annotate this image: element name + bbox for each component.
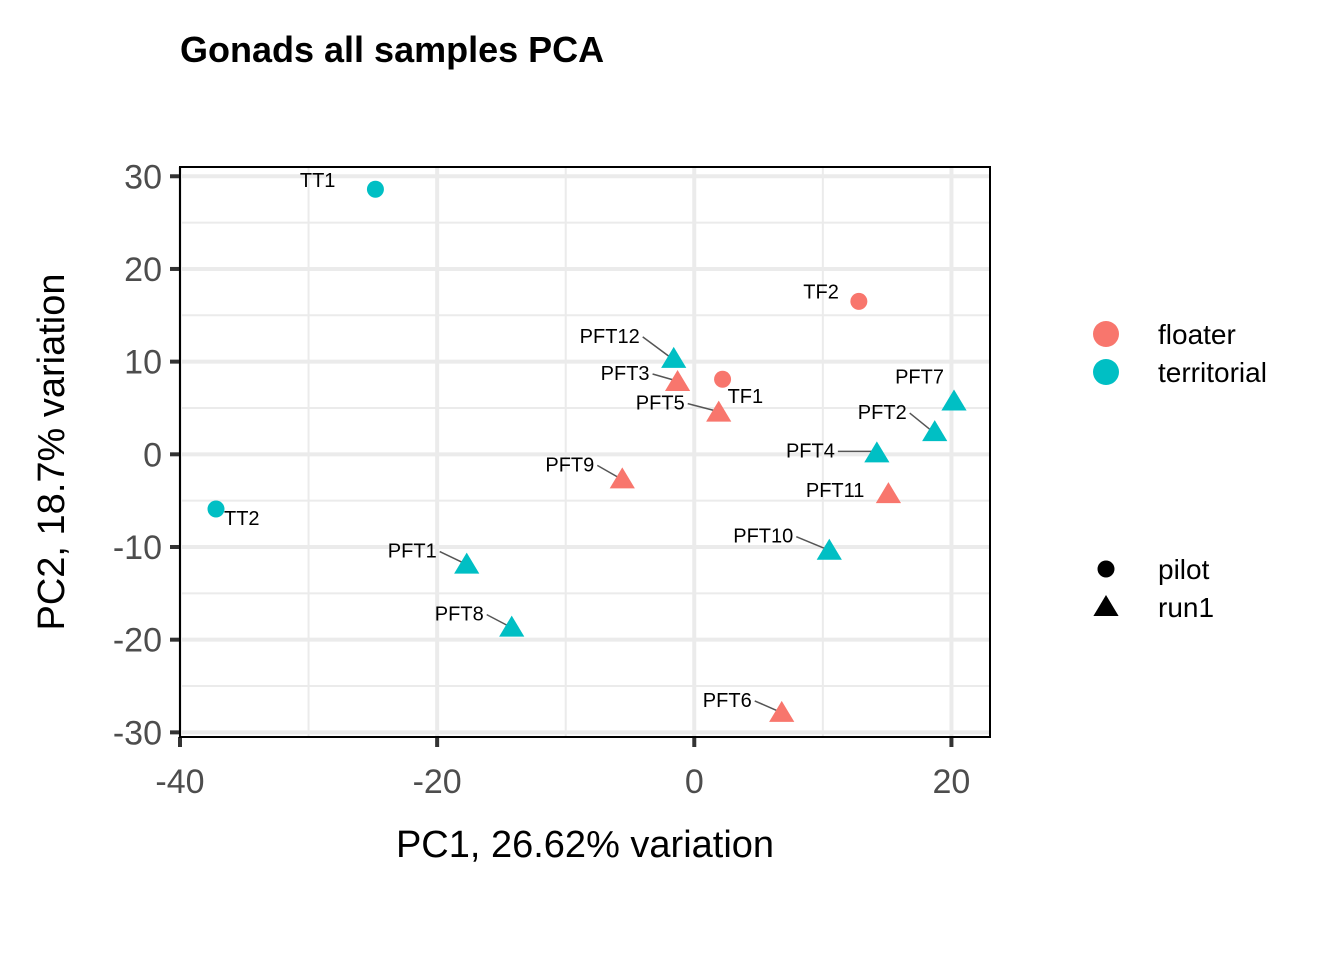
data-point-pft3 bbox=[665, 370, 690, 391]
y-tick-label: 0 bbox=[143, 436, 162, 474]
legend-label-territorial: territorial bbox=[1158, 357, 1267, 388]
label-leader-line bbox=[910, 413, 931, 430]
label-leader-line bbox=[440, 552, 463, 563]
data-point-pft6 bbox=[769, 701, 794, 722]
point-label-pft12: PFT12 bbox=[580, 326, 640, 348]
data-point-pft7 bbox=[941, 389, 966, 410]
x-tick-label: 20 bbox=[933, 763, 971, 801]
point-label-pft3: PFT3 bbox=[601, 363, 650, 385]
y-tick-label: -30 bbox=[113, 714, 162, 752]
data-point-tf1 bbox=[714, 371, 731, 388]
data-point-tt2 bbox=[208, 501, 225, 518]
y-tick-label: 10 bbox=[124, 344, 162, 382]
x-tick-label: -20 bbox=[413, 763, 462, 801]
y-tick-label: 20 bbox=[124, 251, 162, 289]
x-tick-label: 0 bbox=[685, 763, 704, 801]
legend-label-pilot: pilot bbox=[1158, 554, 1210, 585]
legend-key-floater bbox=[1093, 321, 1119, 347]
data-point-pft12 bbox=[661, 347, 686, 368]
data-point-pft1 bbox=[454, 553, 479, 574]
legend-key-territorial bbox=[1093, 359, 1119, 385]
legend-key-run1 bbox=[1093, 595, 1118, 616]
y-tick-label: -20 bbox=[113, 622, 162, 660]
point-label-pft8: PFT8 bbox=[435, 604, 484, 626]
label-leader-line bbox=[643, 337, 670, 357]
point-label-tt1: TT1 bbox=[300, 170, 336, 192]
data-point-pft2 bbox=[922, 420, 947, 441]
point-label-tf1: TF1 bbox=[728, 386, 764, 408]
point-label-tt2: TT2 bbox=[224, 508, 260, 530]
label-leader-line bbox=[755, 701, 778, 711]
x-tick-label: -40 bbox=[155, 763, 204, 801]
legend-label-floater: floater bbox=[1158, 319, 1236, 350]
point-label-pft9: PFT9 bbox=[545, 454, 594, 476]
point-label-pft1: PFT1 bbox=[388, 541, 437, 563]
label-leader-line bbox=[597, 465, 618, 477]
point-label-pft6: PFT6 bbox=[703, 690, 752, 712]
point-label-tf2: TF2 bbox=[803, 281, 839, 303]
y-axis-title: PC2, 18.7% variation bbox=[31, 274, 73, 631]
point-label-pft4: PFT4 bbox=[786, 440, 835, 462]
point-label-pft5: PFT5 bbox=[636, 393, 685, 415]
data-point-pft11 bbox=[876, 482, 901, 503]
data-point-pft8 bbox=[499, 616, 524, 637]
point-label-pft11: PFT11 bbox=[806, 480, 865, 502]
x-axis-title: PC1, 26.62% variation bbox=[396, 824, 774, 866]
data-point-tt1 bbox=[367, 181, 384, 198]
point-label-pft2: PFT2 bbox=[858, 402, 907, 424]
point-label-pft10: PFT10 bbox=[733, 526, 793, 548]
legend: floater territorial pilot run1 bbox=[1093, 319, 1267, 623]
y-tick-label: -10 bbox=[113, 529, 162, 567]
legend-key-pilot bbox=[1098, 561, 1115, 578]
data-point-pft10 bbox=[817, 539, 842, 560]
point-label-pft7: PFT7 bbox=[895, 366, 944, 388]
label-leader-line bbox=[653, 374, 674, 380]
label-leader-line bbox=[487, 615, 508, 626]
legend-label-run1: run1 bbox=[1158, 592, 1214, 623]
point-labels: TT1 TT2 TF2 TF1 PFT12 PFT3 PFT5 PFT7 PFT2 PFT4 PFT… bbox=[224, 170, 944, 712]
data-point-tf2 bbox=[850, 293, 867, 310]
y-tick-label: 30 bbox=[124, 158, 162, 196]
data-point-pft9 bbox=[610, 467, 635, 488]
chart-title: Gonads all samples PCA bbox=[180, 29, 604, 70]
